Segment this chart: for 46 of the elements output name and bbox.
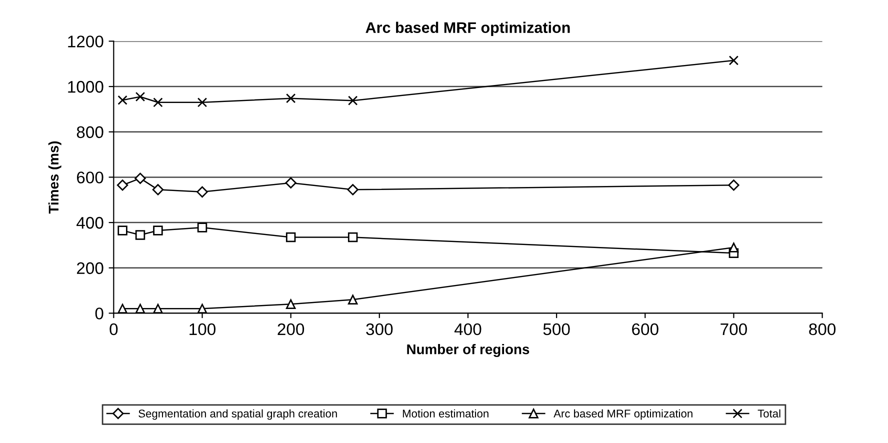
point (348, 96, 358, 106)
point (348, 294, 358, 304)
x-tick-label: 800 (809, 323, 836, 336)
y-tick-label: 1000 (68, 80, 104, 93)
point (135, 92, 146, 102)
y-tick-label: 200 (76, 262, 104, 274)
point (728, 56, 739, 66)
x-tick-label: 300 (366, 323, 393, 336)
x-axis-title: Number of regions (407, 344, 530, 358)
x-tick-label: 0 (110, 323, 118, 336)
point (197, 98, 208, 108)
point (118, 226, 128, 236)
y-tick-label: 600 (76, 172, 104, 184)
legend-label: Arc based MRF optimization (554, 409, 692, 420)
legend-label: Total (758, 409, 780, 418)
y-tick-label: 1200 (68, 36, 104, 48)
point (118, 95, 128, 105)
point (286, 299, 296, 309)
point (347, 184, 358, 196)
x-tick-label: 600 (632, 323, 658, 336)
chart-title: Arc based MRF optimization (366, 22, 570, 36)
point (152, 184, 164, 196)
y-tick-label: 400 (76, 216, 104, 229)
legend-label: Segmentation and spatial graph creation (138, 409, 337, 420)
point (728, 242, 739, 252)
point (286, 232, 296, 242)
x-tick-label: 400 (454, 323, 482, 336)
point (286, 93, 296, 104)
y-tick-label: 800 (76, 126, 104, 138)
point (285, 177, 296, 188)
point (728, 180, 740, 191)
point (153, 98, 163, 108)
point (197, 222, 208, 232)
point (348, 232, 358, 242)
point (134, 172, 146, 184)
x-tick-label: 200 (278, 323, 304, 336)
point (196, 186, 208, 198)
x-tick-label: 700 (720, 323, 747, 336)
point (116, 180, 128, 191)
x-tick-label: 100 (190, 323, 216, 336)
point (153, 226, 163, 236)
y-tick-label: 0 (95, 308, 104, 320)
y-axis-title: Times (ms) (48, 141, 62, 214)
point (135, 230, 146, 240)
x-tick-label: 500 (543, 323, 570, 336)
legend-label: Motion estimation (402, 409, 488, 418)
